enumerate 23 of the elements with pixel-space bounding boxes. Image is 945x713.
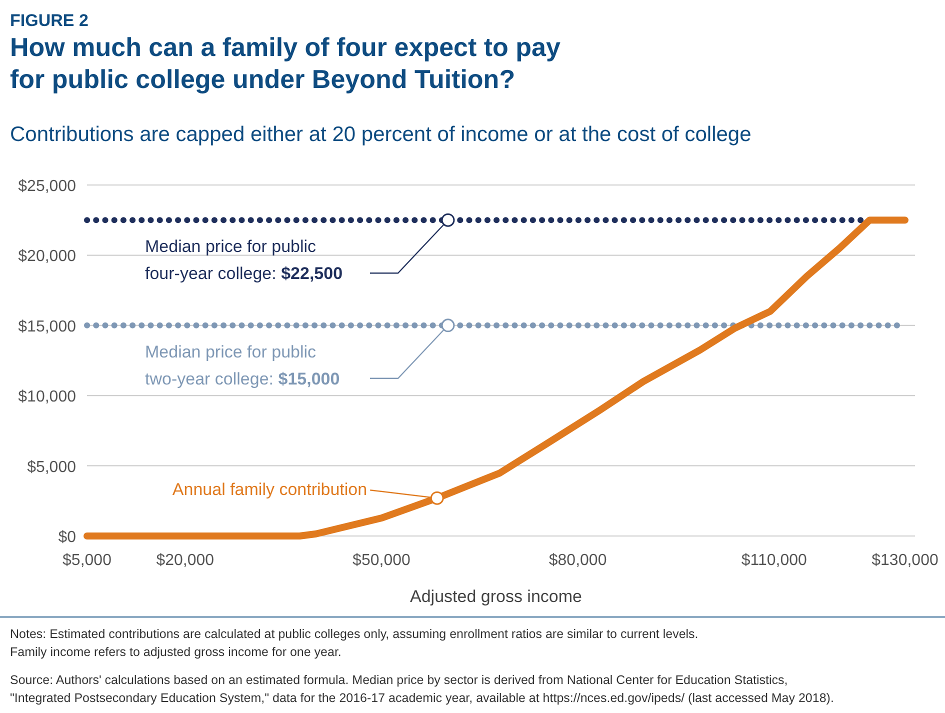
x-tick-label: $20,000	[156, 552, 214, 569]
chart-subtitle: Contributions are capped either at 20 percent of income or at the cost of college	[10, 123, 752, 146]
y-tick-label: $15,000	[18, 318, 76, 336]
text: Notes: Estimated contributions are calculated at public colleges only, assuming enrollment ratios are similar to current levels.	[10, 627, 698, 641]
x-tick-label: $130,000	[872, 552, 938, 569]
ref-line-label: Median price for public four-year college: $22,500	[145, 237, 343, 284]
chart-title: How much can a family of four expect to pay for public college under Beyond Tuition?	[10, 32, 561, 94]
caption: FIGURE 2	[10, 11, 88, 30]
y-tick-label: $25,000	[18, 178, 76, 195]
x-tick-label: $50,000	[352, 552, 410, 569]
x-tick-label: $5,000	[62, 552, 112, 569]
y-tick-label: $20,000	[18, 248, 76, 266]
annotation: Annual family contribution	[172, 480, 368, 500]
x-tick-label: $80,000	[548, 552, 607, 569]
text: Family income refers to adjusted gross income for one year.	[10, 645, 342, 659]
y-tick-label: $5,000	[27, 458, 76, 476]
ref-line-label: Median price for public two-year college: $15,000	[145, 342, 340, 388]
x-axis-title: Adjusted gross income	[410, 587, 582, 606]
x-tick-label: $110,000	[741, 552, 807, 569]
source-note: Source: Authors' calculations based on an estimated formula. Median price by sector is derived from National Center for Education Statistics,	[10, 673, 788, 687]
y-tick-label: $10,000	[18, 388, 76, 406]
y-tick-label: $0	[58, 529, 76, 546]
text: "Integrated Postsecondary Education System," data for the 2016-17 academic year, available at https://nces.ed.gov/ipeds/ (last accessed May 2018).	[10, 691, 834, 705]
